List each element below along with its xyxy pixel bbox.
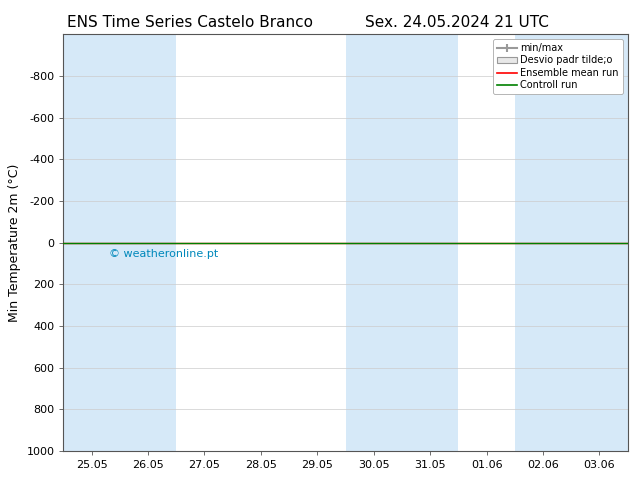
Bar	[402, 34, 458, 451]
Bar	[571, 34, 628, 451]
Bar	[346, 34, 402, 451]
Bar	[515, 34, 571, 451]
Text: © weatheronline.pt: © weatheronline.pt	[108, 249, 218, 259]
Bar	[120, 34, 176, 451]
Y-axis label: Min Temperature 2m (°C): Min Temperature 2m (°C)	[8, 163, 21, 322]
Text: Sex. 24.05.2024 21 UTC: Sex. 24.05.2024 21 UTC	[365, 15, 548, 30]
Bar	[63, 34, 120, 451]
Text: ENS Time Series Castelo Branco: ENS Time Series Castelo Branco	[67, 15, 313, 30]
Legend: min/max, Desvio padr tilde;o, Ensemble mean run, Controll run: min/max, Desvio padr tilde;o, Ensemble m…	[493, 39, 623, 94]
